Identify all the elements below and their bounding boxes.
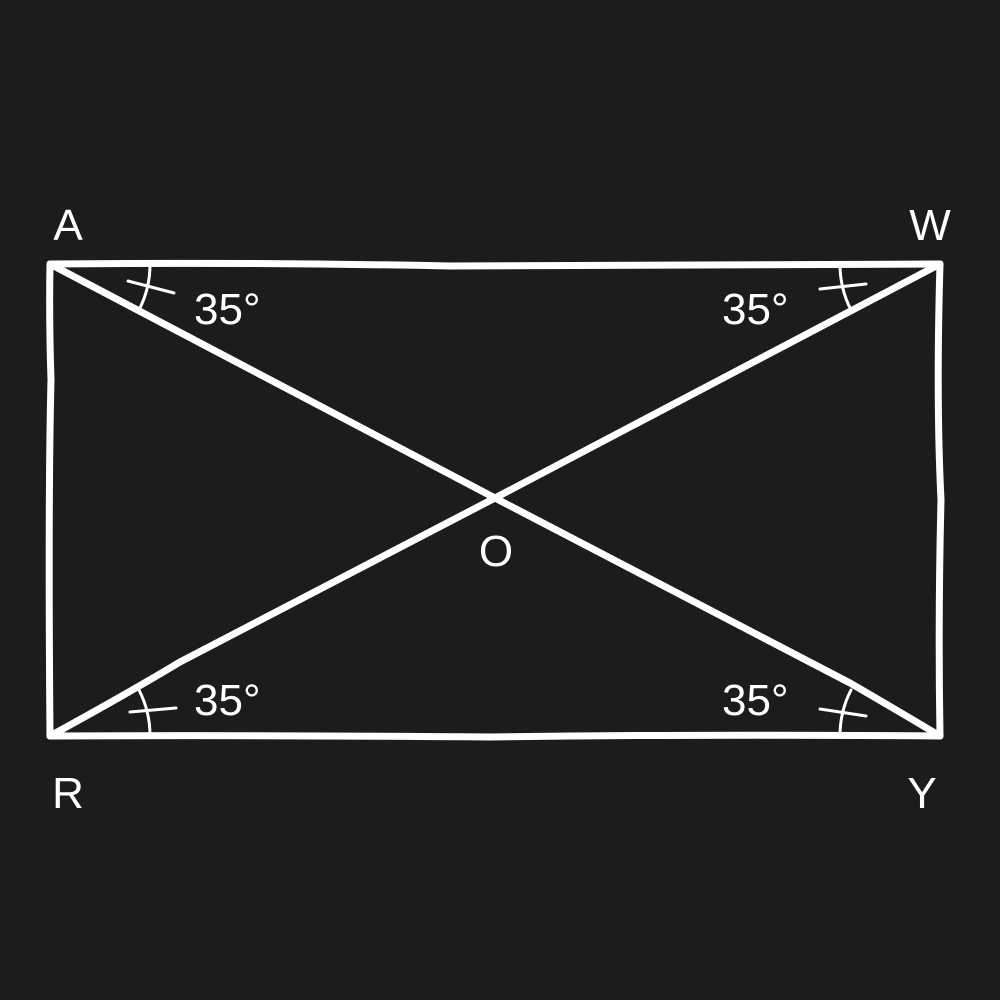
vertex-label-w: W [909, 201, 951, 250]
side-yr [46, 731, 944, 741]
diagonal-ay [46, 260, 944, 740]
side-wy [934, 260, 945, 740]
angle-label-w: 35° [722, 285, 789, 334]
vertex-label-o: O [479, 527, 513, 576]
vertex-label-r: R [52, 769, 84, 818]
angle-label-r: 35° [194, 676, 261, 725]
angle-mark-y [818, 688, 868, 738]
side-aw [46, 259, 944, 270]
angle-mark-r [128, 688, 178, 738]
vertex-label-y: Y [907, 769, 936, 818]
vertex-label-a: A [53, 201, 83, 250]
angle-label-a: 35° [194, 285, 261, 334]
diagonal-wr [46, 260, 944, 740]
angle-mark-w [818, 262, 868, 312]
angle-mark-a [126, 262, 176, 312]
angle-label-y: 35° [722, 676, 789, 725]
side-ra [45, 260, 55, 740]
